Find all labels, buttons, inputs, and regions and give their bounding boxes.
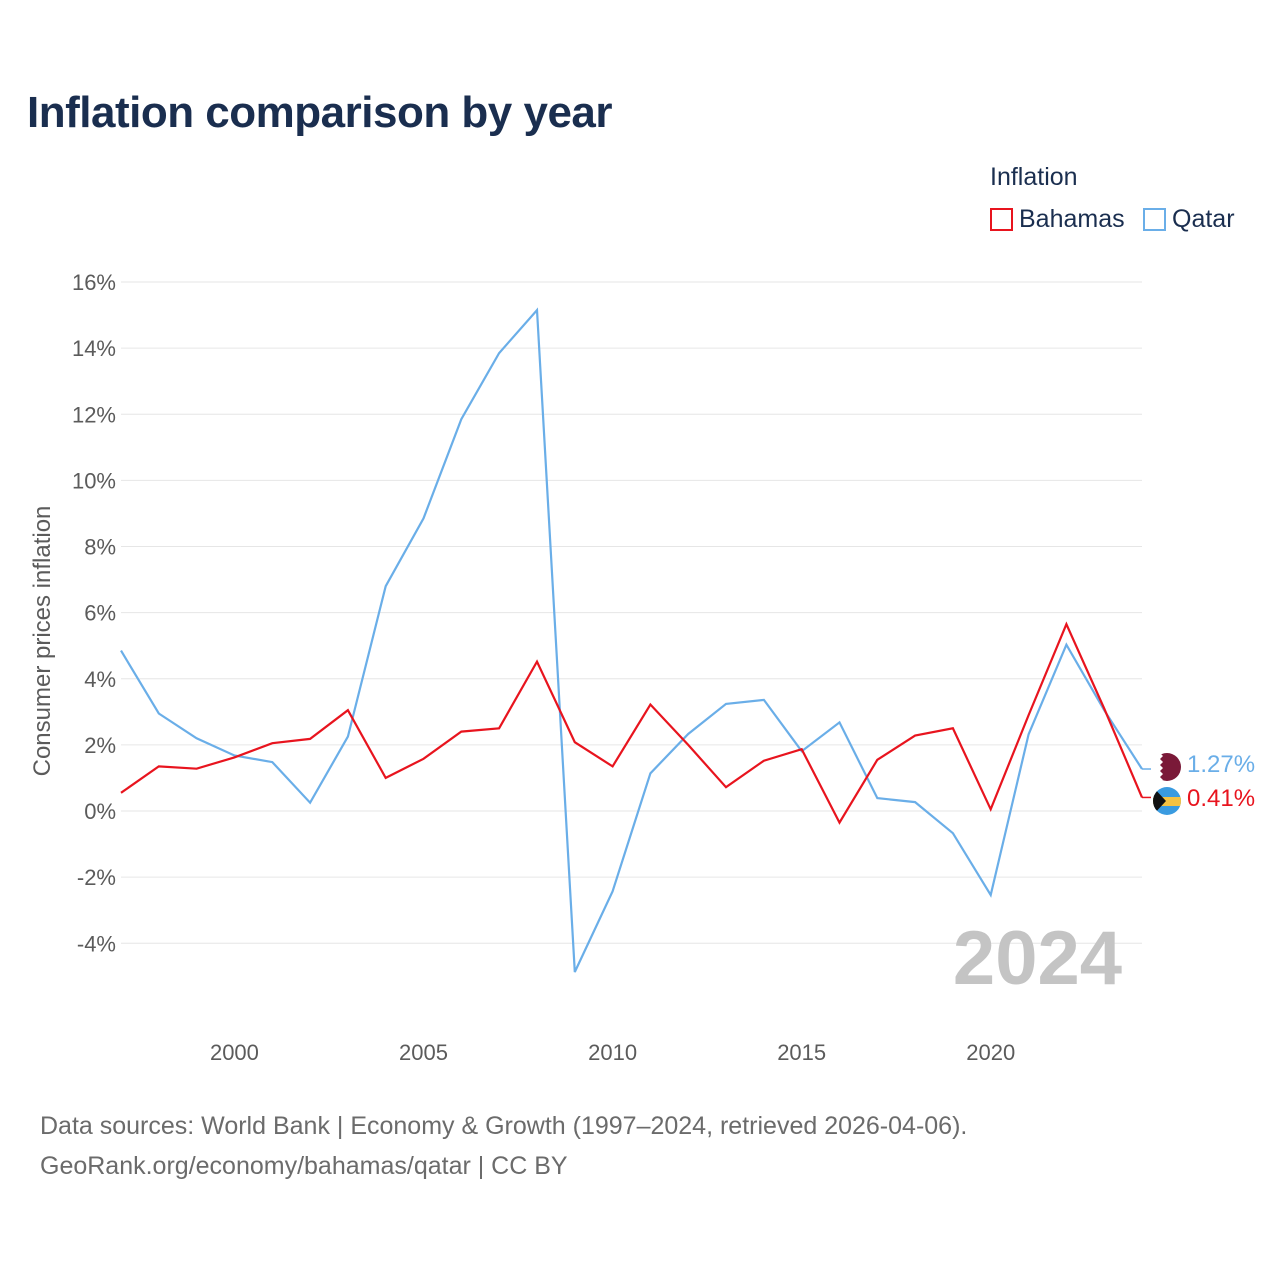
legend-label-qatar: Qatar <box>1172 205 1235 233</box>
end-label-qatar: 1.27% <box>1187 751 1255 778</box>
y-tick-label: 0% <box>84 799 116 824</box>
y-tick-label: 14% <box>72 336 116 361</box>
series-line-qatar <box>120 307 1143 973</box>
y-tick-label: 10% <box>72 468 116 493</box>
y-tick-label: 8% <box>84 535 116 560</box>
y-tick-label: 6% <box>84 601 116 626</box>
y-tick-label: 16% <box>72 270 116 295</box>
year-annotation: 2024 <box>953 916 1122 1001</box>
y-axis-ticks: 16% 14% 12% 10% 8% 6% 4% 2% 0% -2% -4% <box>72 270 116 956</box>
y-tick-label: -2% <box>77 865 116 890</box>
legend-item-qatar[interactable]: Qatar <box>1143 205 1235 234</box>
series-line-bahamas <box>120 621 1144 825</box>
x-tick-label: 2020 <box>966 1040 1015 1065</box>
y-axis-title: Consumer prices inflation <box>29 506 56 777</box>
chart-title: Inflation comparison by year <box>27 88 613 137</box>
y-tick-label: 2% <box>84 733 116 758</box>
x-axis-ticks: 2000 2005 2010 2015 2020 <box>210 1040 1015 1065</box>
legend-title: Inflation <box>990 163 1078 191</box>
source-note: Data sources: World Bank | Economy & Gro… <box>40 1106 967 1186</box>
legend-swatch-qatar <box>1143 208 1166 231</box>
y-tick-label: -4% <box>77 931 116 956</box>
y-tick-label: 12% <box>72 402 116 427</box>
x-tick-label: 2005 <box>399 1040 448 1065</box>
end-label-bahamas: 0.41% <box>1187 785 1255 812</box>
y-tick-label: 4% <box>84 667 116 692</box>
source-line-1: Data sources: World Bank | Economy & Gro… <box>40 1112 968 1140</box>
x-tick-label: 2010 <box>588 1040 637 1065</box>
legend-swatch-bahamas <box>990 208 1013 231</box>
series-lines <box>120 307 1151 973</box>
x-tick-label: 2000 <box>210 1040 259 1065</box>
bahamas-flag-icon <box>1153 787 1181 815</box>
grid-lines <box>121 281 1142 944</box>
qatar-flag-icon <box>1153 753 1181 781</box>
source-line-2: GeoRank.org/economy/bahamas/qatar | CC B… <box>40 1152 568 1180</box>
legend-label-bahamas: Bahamas <box>1019 205 1125 233</box>
x-tick-label: 2015 <box>777 1040 826 1065</box>
legend-item-bahamas[interactable]: Bahamas <box>990 205 1125 234</box>
